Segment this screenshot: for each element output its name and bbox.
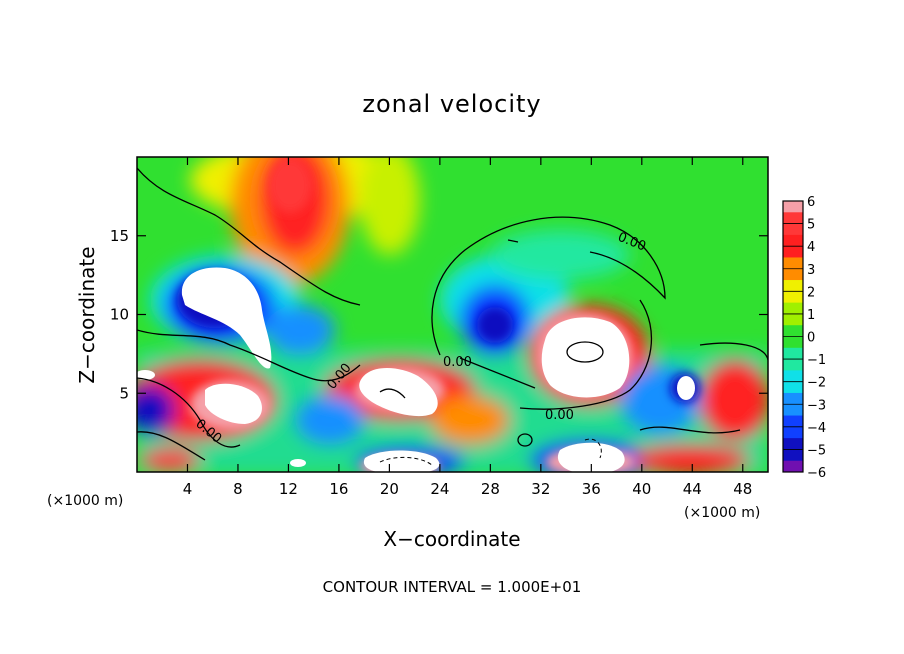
contour-label: 0.00 [443, 355, 472, 370]
colorbar-tick-label: 6 [807, 195, 815, 210]
colorbar-swatch [783, 359, 803, 371]
colorbar-swatch [783, 201, 803, 213]
y-axis-label: Z−coordinate [75, 246, 99, 383]
colorbar-swatch [783, 257, 803, 270]
y-tick-label: 15 [110, 227, 129, 245]
colorbar-tick-label: 1 [807, 308, 815, 323]
zero-contours [137, 167, 768, 461]
colorbar-tick-label: −1 [807, 353, 826, 368]
x-tick-label: 40 [632, 480, 651, 498]
x-tick-label: 20 [380, 480, 399, 498]
colorbar-swatch [783, 347, 803, 360]
colorbar-swatch [783, 336, 803, 349]
negative-dashed-contours [379, 438, 602, 466]
x-tick-label: 8 [233, 480, 243, 498]
chart-title: zonal velocity [362, 90, 541, 118]
colorbar-swatch [783, 404, 803, 417]
y-tick-label: 5 [119, 384, 129, 402]
colorbar: 6 5 4 3 2 1 0 −1 −2 −3 −4 −5 −6 [782, 195, 826, 481]
colorbar-swatch [783, 291, 803, 304]
colorbar-swatch [783, 449, 803, 462]
colorbar-swatch [783, 460, 803, 473]
x-tick-label: 36 [582, 480, 601, 498]
colorbar-swatch [783, 325, 803, 337]
x-tick-label: 28 [481, 480, 500, 498]
x-axis: 4 8 12 16 20 24 28 32 36 40 44 48 [183, 157, 752, 498]
colorbar-swatch [783, 438, 803, 450]
x-tick-label: 4 [183, 480, 193, 498]
x-tick-label: 44 [683, 480, 702, 498]
saturated-regions [137, 267, 695, 472]
colorbar-tick-label: 5 [807, 218, 815, 233]
plot-area [137, 157, 768, 472]
contour-interval-note: CONTOUR INTERVAL = 1.000E+01 [323, 578, 582, 596]
colorbar-swatch [783, 381, 803, 394]
colorbar-swatch [783, 313, 803, 326]
x-unit-left: (×1000 m) [47, 493, 123, 509]
colorbar-swatch [783, 302, 803, 315]
colorbar-swatch [783, 212, 803, 225]
colorbar-tick-label: 0 [807, 331, 815, 346]
x-axis-label: X−coordinate [383, 527, 520, 551]
colorbar-tick-label: 3 [807, 263, 815, 278]
colorbar-swatch [783, 234, 803, 247]
colorbar-swatch [783, 246, 803, 258]
x-tick-label: 16 [329, 480, 348, 498]
x-unit-right: (×1000 m) [684, 505, 760, 521]
x-tick-label: 48 [733, 480, 752, 498]
colorbar-tick-label: 4 [807, 240, 815, 255]
y-tick-label: 10 [110, 306, 129, 324]
y-axis: 5 10 15 [110, 227, 768, 402]
colorbar-swatch [783, 426, 803, 439]
colorbar-swatch [783, 370, 803, 383]
contour-label: 0.00 [545, 408, 574, 423]
colorbar-swatch [783, 392, 803, 405]
colorbar-tick-label: −6 [807, 466, 826, 481]
colorbar-tick-label: −5 [807, 443, 826, 458]
x-tick-label: 24 [430, 480, 449, 498]
x-tick-label: 32 [531, 480, 550, 498]
colorbar-tick-label: −2 [807, 376, 826, 391]
colorbar-swatch [783, 280, 803, 292]
colorbar-swatch [783, 223, 803, 236]
colorbar-swatch [783, 268, 803, 281]
colorbar-tick-label: 2 [807, 285, 815, 300]
colorbar-tick-label: −4 [807, 421, 826, 436]
colorbar-swatch [783, 415, 803, 428]
x-tick-label: 12 [279, 480, 298, 498]
colorbar-tick-label: −3 [807, 398, 826, 413]
